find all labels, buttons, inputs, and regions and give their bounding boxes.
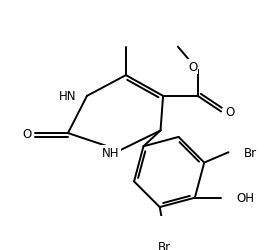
Text: Br: Br [157, 240, 171, 250]
Text: Br: Br [244, 146, 257, 159]
Text: O: O [188, 61, 197, 74]
Text: NH: NH [102, 147, 120, 160]
Text: O: O [225, 106, 235, 118]
Text: O: O [22, 127, 31, 140]
Text: OH: OH [236, 192, 254, 204]
Text: HN: HN [59, 90, 77, 103]
